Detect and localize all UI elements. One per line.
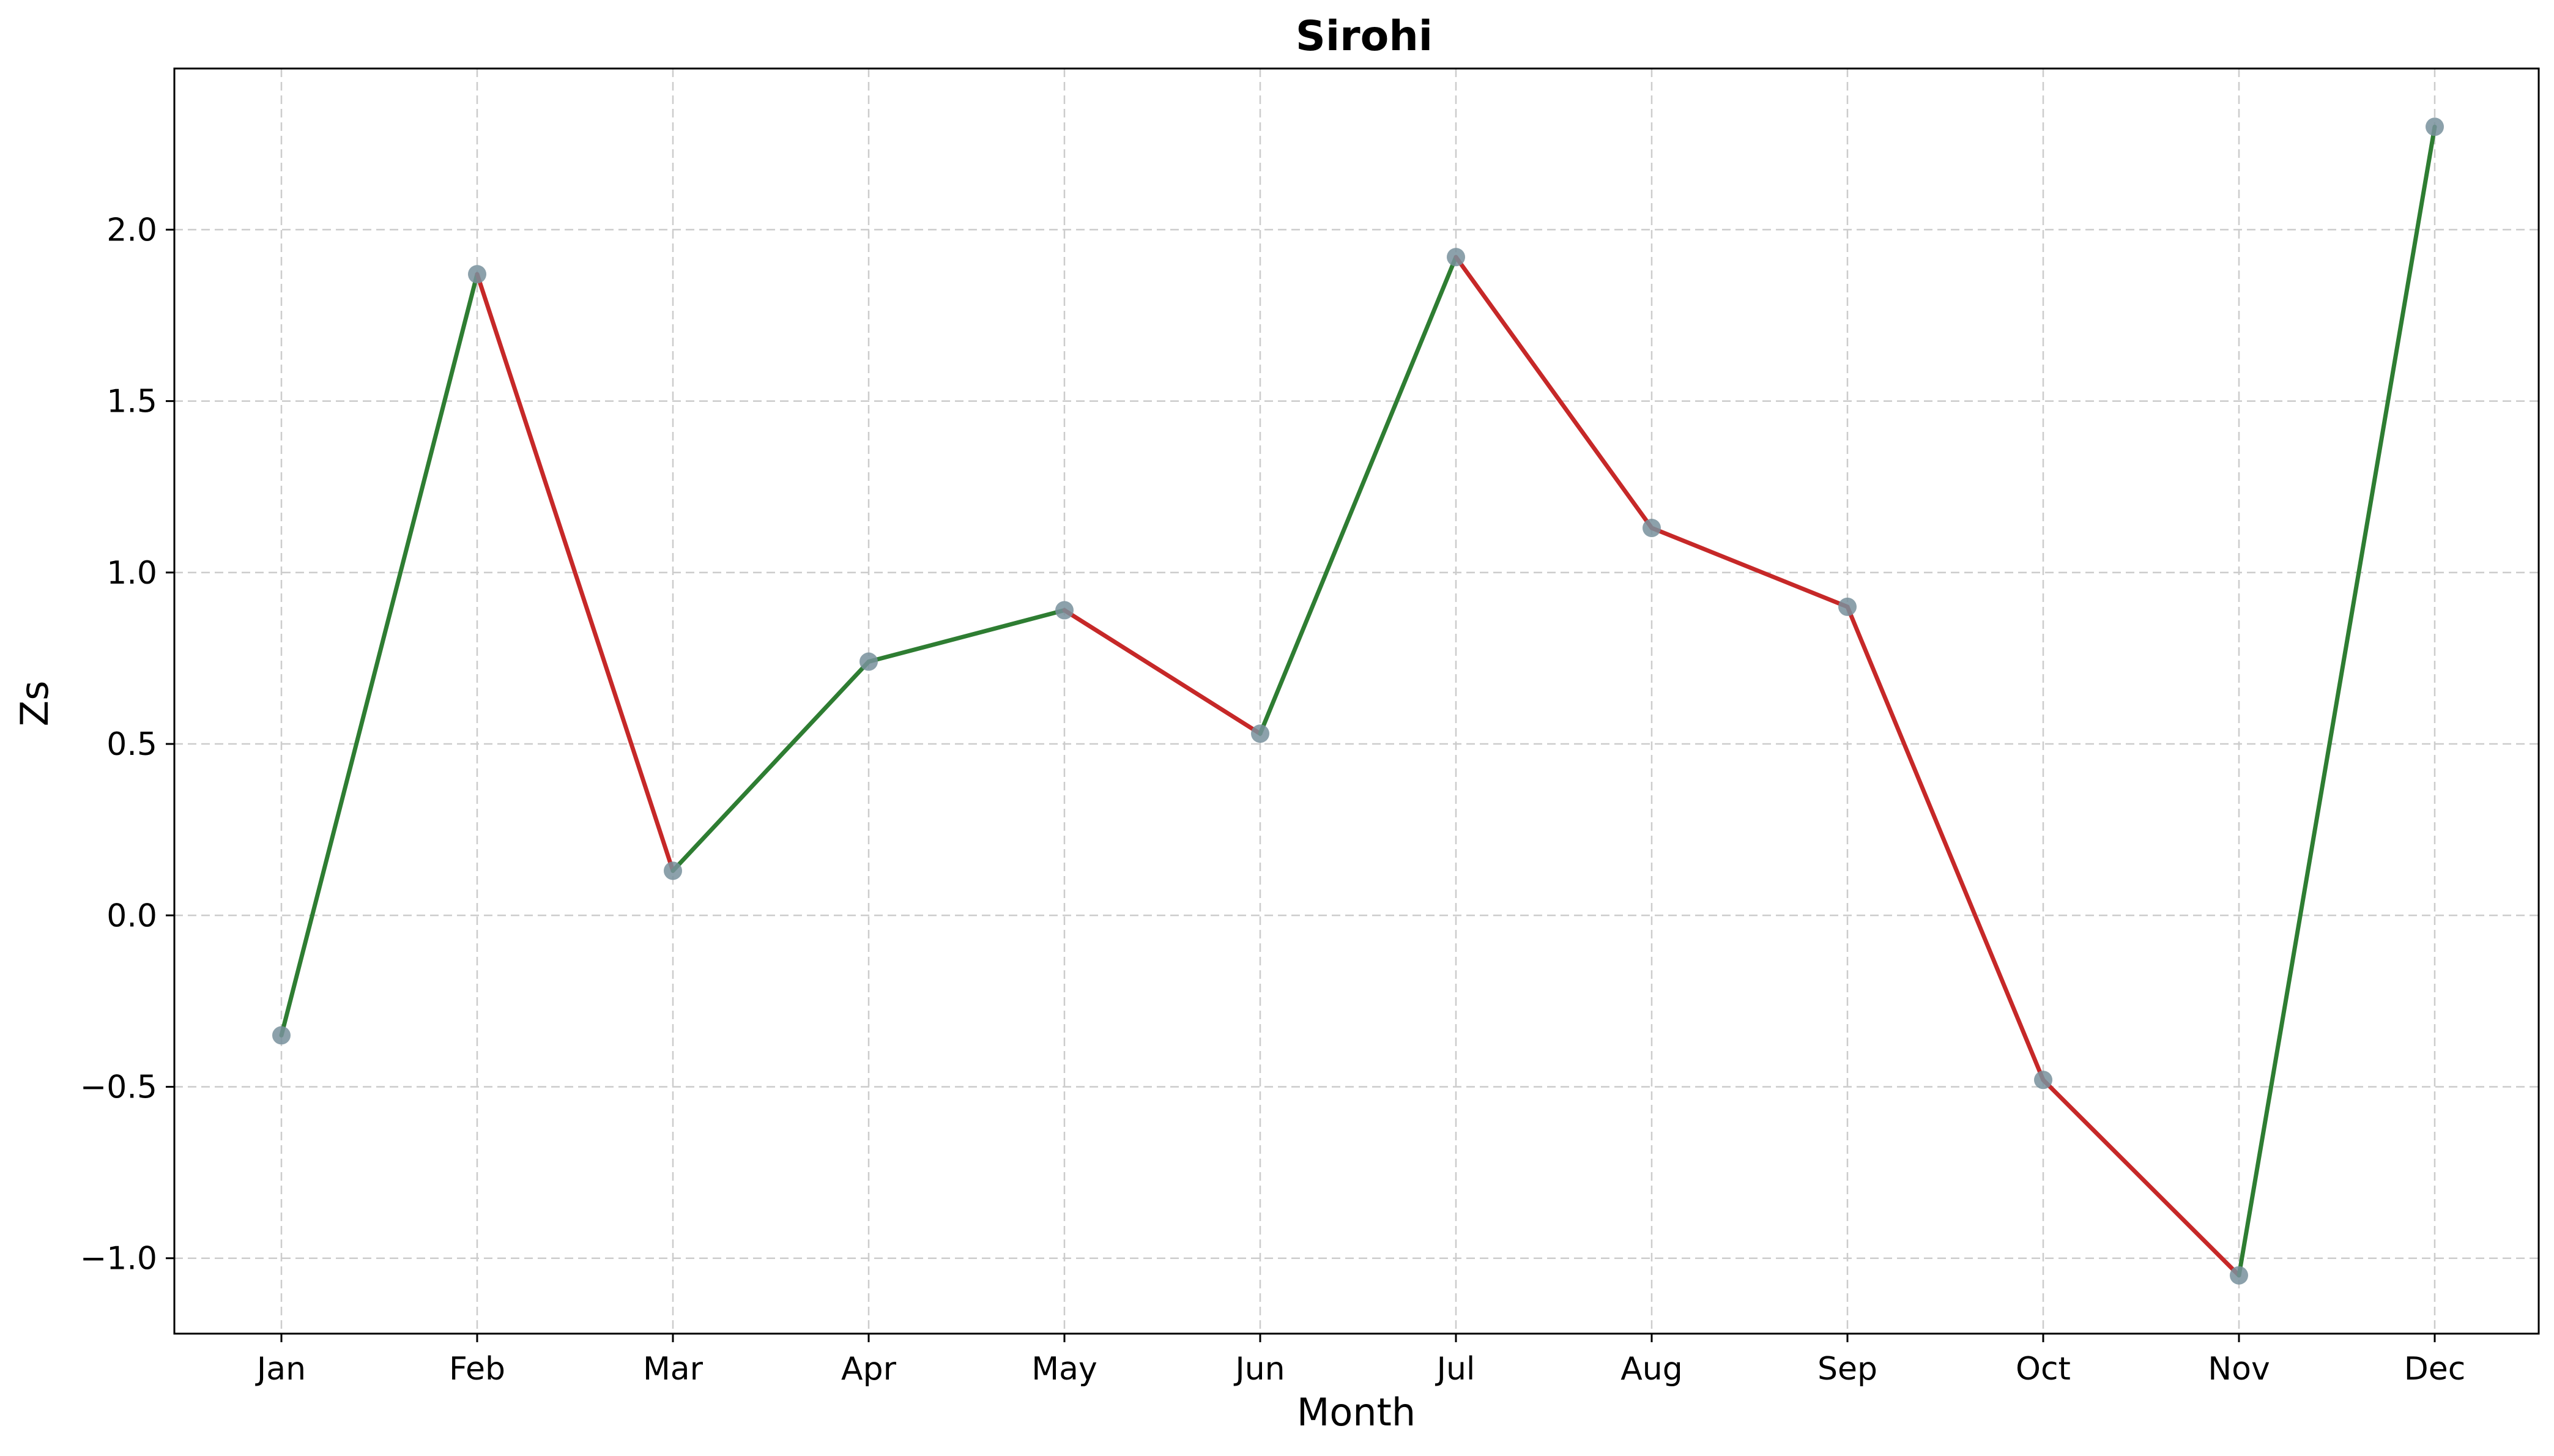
rising-segment: [1258, 254, 1458, 736]
data-point: [272, 1026, 291, 1045]
x-tick-label: Feb: [449, 1351, 505, 1387]
data-point: [1643, 518, 1661, 537]
data-point: [2034, 1071, 2052, 1090]
y-tick-label: 0.5: [106, 726, 157, 763]
x-tick-label: Jul: [1435, 1351, 1476, 1387]
x-tick-label: Jan: [255, 1351, 306, 1387]
marker-layer: [272, 117, 2444, 1285]
series-layer: [279, 124, 2437, 1278]
falling-segment: [1845, 604, 2046, 1082]
y-tick-label: 1.0: [106, 555, 157, 592]
plot-frame: [173, 67, 2540, 1335]
rising-segment: [2237, 124, 2437, 1278]
data-point: [468, 265, 486, 284]
data-point: [2426, 117, 2444, 136]
data-point: [1055, 601, 1074, 620]
x-tick-label: Nov: [2208, 1351, 2270, 1387]
x-tick-label: Sep: [1817, 1351, 1877, 1387]
y-tick-label: 0.0: [106, 897, 157, 934]
falling-segment: [1062, 607, 1263, 736]
data-point: [1251, 724, 1269, 743]
rising-segment: [670, 659, 871, 873]
data-point: [1838, 597, 1857, 616]
rising-segment: [279, 272, 480, 1038]
x-tick-label: Oct: [2016, 1351, 2071, 1387]
y-tick-layer: −1.0 −0.5 0.0 0.5 1.0 1.5 2.0: [80, 212, 174, 1277]
x-tick-label: May: [1031, 1351, 1097, 1387]
y-axis-label: Zs: [12, 681, 57, 727]
rising-segment: [866, 607, 1067, 664]
falling-segment: [1649, 526, 1850, 609]
x-tick-layer: Jan Feb Mar Apr May Jun Jul Aug Sep Oct Nov Dec: [255, 1334, 2465, 1387]
x-tick-label: Jun: [1233, 1351, 1285, 1387]
y-tick-label: −0.5: [80, 1069, 157, 1105]
chart-title: Sirohi: [1296, 12, 1433, 61]
falling-segment: [2041, 1077, 2241, 1278]
x-axis-label: Month: [1297, 1390, 1416, 1435]
data-point: [664, 861, 682, 880]
falling-segment: [475, 272, 675, 873]
data-point: [859, 652, 878, 671]
y-tick-label: −1.0: [80, 1241, 157, 1277]
x-tick-label: Mar: [643, 1351, 703, 1387]
x-tick-label: Apr: [841, 1351, 897, 1387]
data-point: [2230, 1266, 2248, 1285]
y-tick-label: 2.0: [106, 212, 157, 248]
data-point: [1447, 248, 1465, 267]
grid-layer: [174, 69, 2539, 1334]
x-tick-label: Dec: [2404, 1351, 2466, 1387]
y-tick-label: 1.5: [106, 384, 157, 420]
x-tick-label: Aug: [1620, 1351, 1683, 1387]
falling-segment: [1453, 254, 1654, 530]
